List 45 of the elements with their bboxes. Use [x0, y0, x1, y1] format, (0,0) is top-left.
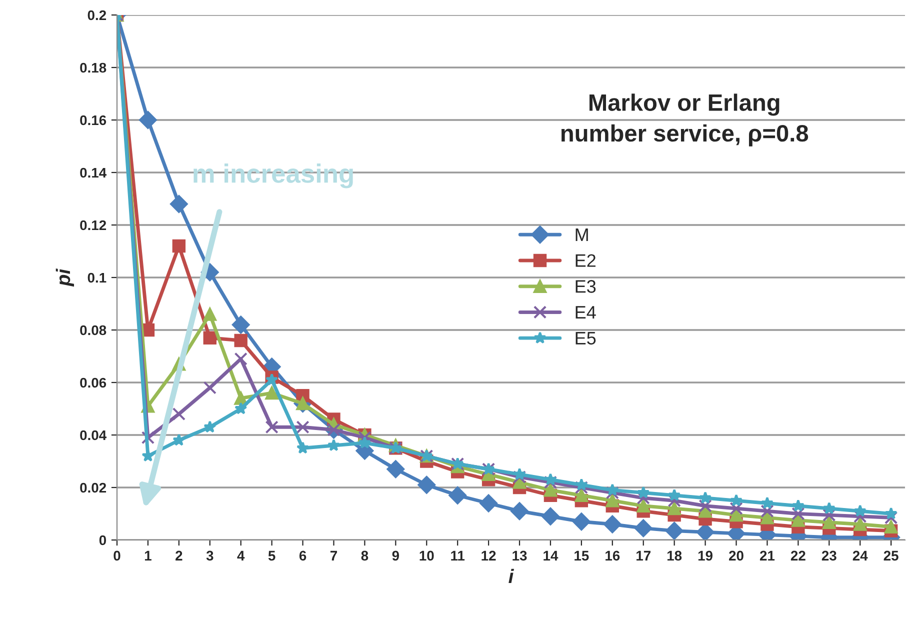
x-tick-label: 8 — [361, 550, 368, 561]
x-tick-label: 0 — [114, 550, 120, 561]
x-tick-label: 11 — [451, 550, 465, 560]
y-tick-label: 0.08 — [80, 325, 106, 336]
x-tick-label: 23 — [822, 550, 836, 561]
legend-label: E4 — [576, 306, 596, 319]
legend-label: E3 — [576, 280, 596, 293]
y-tick-label: 0 — [99, 535, 106, 546]
x-tick-label: 3 — [206, 550, 214, 561]
x-tick-label: 9 — [392, 550, 400, 561]
x-tick-label: 1 — [144, 550, 152, 560]
x-tick-label: 22 — [790, 550, 806, 560]
x-tick-label: 4 — [237, 550, 245, 560]
x-tick-label: 10 — [420, 550, 434, 561]
y-tick-label: 0.18 — [80, 62, 106, 73]
legend-label: E2 — [576, 254, 596, 267]
x-tick-label: 25 — [884, 550, 898, 561]
y-tick-label: 0.02 — [80, 482, 106, 493]
x-tick-label: 20 — [729, 550, 744, 561]
legend-label: E5 — [576, 332, 596, 345]
y-tick-label: 0.2 — [88, 10, 106, 20]
x-tick-label: 2 — [176, 550, 182, 560]
y-tick-label: 0.12 — [80, 220, 106, 230]
y-tick-label: 0.14 — [80, 168, 107, 178]
x-tick-label: 15 — [574, 550, 589, 561]
x-tick-label: 21 — [760, 550, 775, 560]
x-tick-label: 13 — [512, 550, 527, 561]
legend-label: M — [576, 228, 588, 241]
x-tick-label: 17 — [636, 550, 650, 560]
x-tick-label: 7 — [330, 550, 337, 560]
y-tick-label: 0.04 — [80, 430, 107, 440]
y-tick-label: 0.1 — [88, 272, 106, 283]
x-tick-label: 16 — [606, 550, 620, 561]
y-axis-title: pi — [56, 268, 74, 287]
y-tick-label: 0.06 — [80, 378, 106, 388]
x-tick-label: 5 — [268, 550, 276, 561]
x-axis-title: i — [508, 568, 514, 584]
x-tick-label: 14 — [544, 550, 558, 560]
y-tick-label: 0.16 — [80, 115, 106, 126]
text: Markov or Erlang number service, ρ=0.8 — [561, 94, 808, 146]
x-tick-label: 12 — [482, 550, 496, 560]
x-tick-label: 19 — [698, 550, 712, 561]
x-tick-label: 6 — [299, 550, 306, 561]
x-tick-label: 18 — [667, 550, 682, 561]
x-tick-label: 24 — [852, 550, 868, 560]
